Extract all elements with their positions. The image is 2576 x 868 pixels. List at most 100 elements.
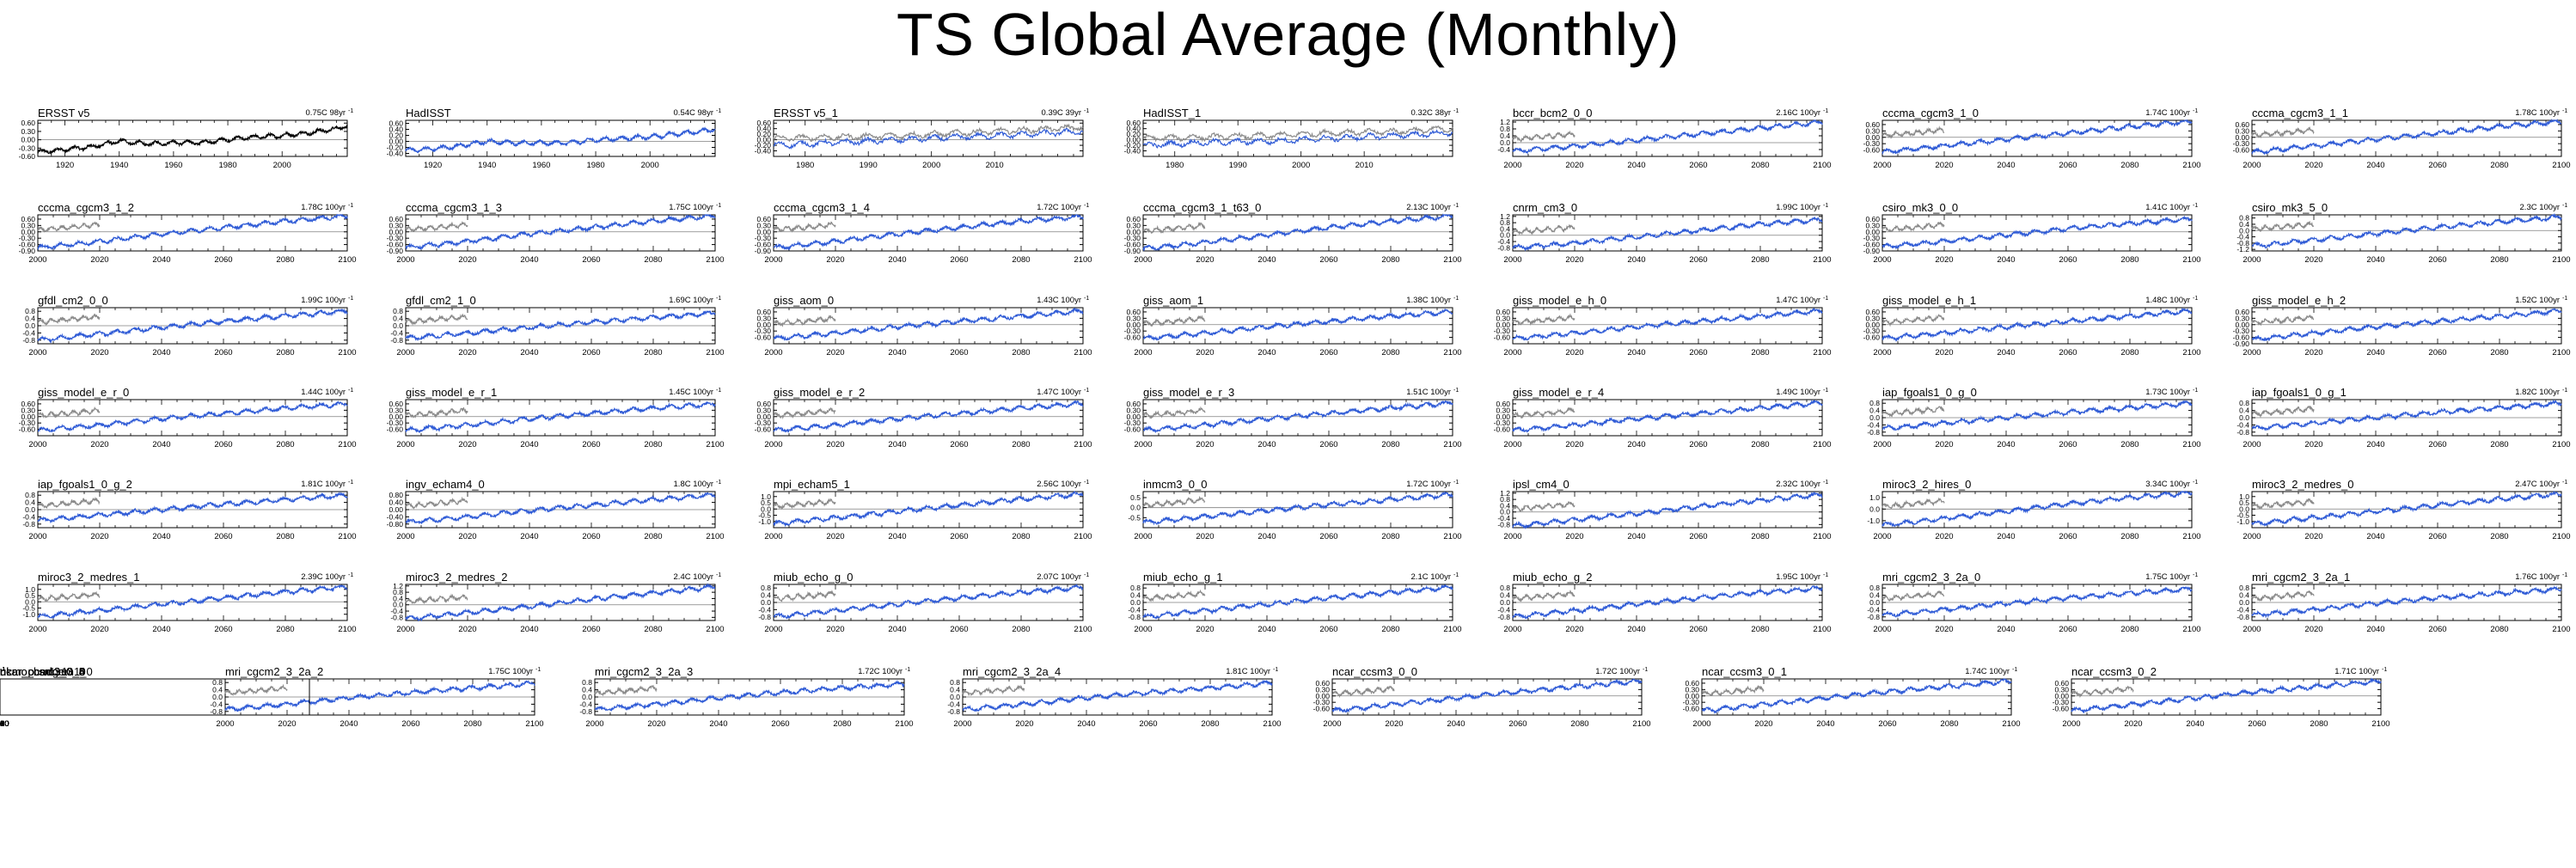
x-tick-label: 2040 — [1627, 532, 1645, 541]
panel-title: giss_model_e_r_4 — [1513, 386, 1604, 399]
panel-title: mri_cgcm2_3_2a_1 — [2252, 571, 2350, 584]
y-tick-label: 0.30 — [1865, 314, 1880, 322]
series-line — [1512, 584, 1823, 620]
trend-exponent: -1 — [1453, 572, 1459, 578]
x-tick-label: 2060 — [2059, 532, 2077, 541]
trend-exponent: -1 — [716, 296, 721, 302]
y-tick-label: -0.8 — [22, 336, 35, 345]
y-tick-label: -0.8 — [22, 520, 35, 529]
series-line — [962, 679, 1273, 712]
x-tick-label: 2040 — [340, 719, 358, 729]
x-tick-label: 2060 — [214, 625, 232, 634]
y-tick-label: 0.8 — [2239, 584, 2249, 592]
y-tick-label: -0.30 — [2053, 698, 2070, 706]
x-tick-label: 2100 — [2371, 719, 2389, 729]
series-line — [2071, 685, 2134, 699]
plot-frame — [773, 214, 1084, 252]
x-tick-label: 2020 — [90, 532, 108, 541]
series-line — [1512, 216, 1823, 252]
y-tick-label: -0.20 — [755, 141, 772, 150]
trend-exponent: -1 — [2193, 108, 2198, 114]
x-tick-label: 2080 — [2310, 719, 2328, 729]
x-tick-label: 2020 — [2304, 255, 2322, 265]
y-tick-label: 0.0 — [1500, 508, 1510, 517]
y-tick-label: -0.30 — [1494, 419, 1511, 427]
y-tick-label: 0.00 — [389, 138, 403, 146]
series-line — [1882, 215, 2193, 250]
series-line — [773, 127, 1084, 150]
x-tick-label: 2060 — [950, 348, 968, 358]
x-tick-label: 2100 — [1632, 719, 1650, 729]
y-tick-label: 0.00 — [2235, 133, 2249, 142]
y-tick-label: 0.00 — [1126, 321, 1141, 329]
x-tick-label: 2060 — [1878, 719, 1896, 729]
series-line — [1512, 130, 1576, 143]
series-line — [1701, 685, 1765, 697]
x-tick-label: 2080 — [2120, 255, 2139, 265]
x-tick-label: 2100 — [0, 719, 9, 729]
y-tick-label: 0.8 — [212, 678, 223, 687]
y-tick-label: -1.0 — [22, 610, 35, 619]
y-tick-label: 0.00 — [2054, 692, 2069, 700]
y-tick-label: 0.60 — [1496, 400, 1510, 408]
series-line — [773, 407, 836, 419]
y-tick-label: -0.4 — [1867, 420, 1880, 429]
panel-title: ncar_ccsm3_0_8 — [0, 665, 85, 678]
panel: cccma_cgcm3_1_3 1.75C 100yr -1 0.600.300.00… — [387, 201, 725, 265]
x-tick-label: 2000 — [396, 625, 414, 634]
series-line — [1882, 221, 1945, 233]
x-tick-label: 2080 — [2490, 440, 2508, 449]
panel: inmcm3_0_0 1.72C 100yr -1 0.5 0.0-0.5 2000 202… — [1128, 478, 1461, 541]
series-line — [37, 406, 101, 419]
x-tick-label: 2040 — [888, 625, 906, 634]
x-tick-label: 2000 — [0, 719, 9, 729]
x-tick-label: 2040 — [0, 719, 9, 729]
plot-frame — [1882, 119, 2193, 157]
x-tick-label: 2000 — [764, 532, 782, 541]
x-tick-label: 2040 — [1997, 348, 2015, 358]
x-tick-label: 2100 — [1443, 625, 1461, 634]
panel-trend: 1.78C 100yr — [301, 203, 346, 212]
x-tick-label: 2060 — [1689, 625, 1707, 634]
panel-trend: 1.81C 100yr — [1226, 667, 1270, 676]
panel-trend: 0.39C 39yr — [1042, 108, 1081, 118]
x-tick-label: 1940 — [110, 161, 128, 170]
x-tick-label: 2000 — [1503, 255, 1521, 265]
y-tick-label: 0.60 — [21, 119, 35, 127]
y-tick-label: 0.8 — [2239, 214, 2249, 223]
y-tick-label: 0.20 — [756, 130, 771, 138]
x-tick-label: 2080 — [833, 719, 851, 729]
panel-title: miub_echo_g_2 — [1513, 571, 1593, 584]
trend-exponent: -1 — [1823, 480, 1828, 486]
x-tick-label: 2100 — [2182, 440, 2200, 449]
trend-exponent: -1 — [1084, 480, 1089, 486]
y-tick-label: 0.30 — [1865, 221, 1880, 229]
y-tick-label: 0.0 — [1130, 504, 1141, 512]
trend-exponent: -1 — [0, 667, 5, 673]
y-tick-label: 0.8 — [1869, 584, 1880, 592]
y-tick-label: -0.5 — [1128, 513, 1141, 522]
x-tick-label: 2000 — [0, 719, 9, 729]
y-tick-label: 0.30 — [21, 406, 35, 414]
y-tick-label: 0.4 — [1500, 131, 1510, 140]
y-tick-label: 0.0 — [2239, 504, 2249, 513]
x-tick-label: 2080 — [1751, 348, 1769, 358]
trend-exponent: -1 — [2193, 480, 2198, 486]
x-tick-label: 2080 — [0, 719, 9, 729]
y-tick-label: 0.4 — [393, 594, 403, 602]
y-tick-label: -0.30 — [387, 419, 404, 427]
y-tick-label: -0.8 — [1867, 428, 1880, 437]
panel: ipsl_cm4_0 2.32C 100yr -1 1.20.80.40.0-0.4-… — [1497, 478, 1831, 541]
series-line — [1882, 590, 1944, 602]
x-tick-label: 2060 — [0, 719, 9, 729]
x-tick-label: 2100 — [2552, 532, 2570, 541]
series-line — [773, 315, 836, 327]
panel-title: mri_cgcm2_3_2a_0 — [1882, 571, 1980, 584]
trend-exponent: -1 — [1084, 388, 1089, 394]
panel: ncar_ccsm3_0_2 1.71C 100yr -10.600.300.00-… — [2053, 665, 2390, 729]
y-tick-label: 0.4 — [950, 686, 960, 694]
y-tick-label: 0.4 — [582, 686, 592, 694]
y-tick-label: -0.30 — [2233, 139, 2250, 148]
y-tick-label: -0.60 — [1494, 333, 1511, 342]
panel-trend: 2.56C 100yr — [1037, 480, 1081, 489]
